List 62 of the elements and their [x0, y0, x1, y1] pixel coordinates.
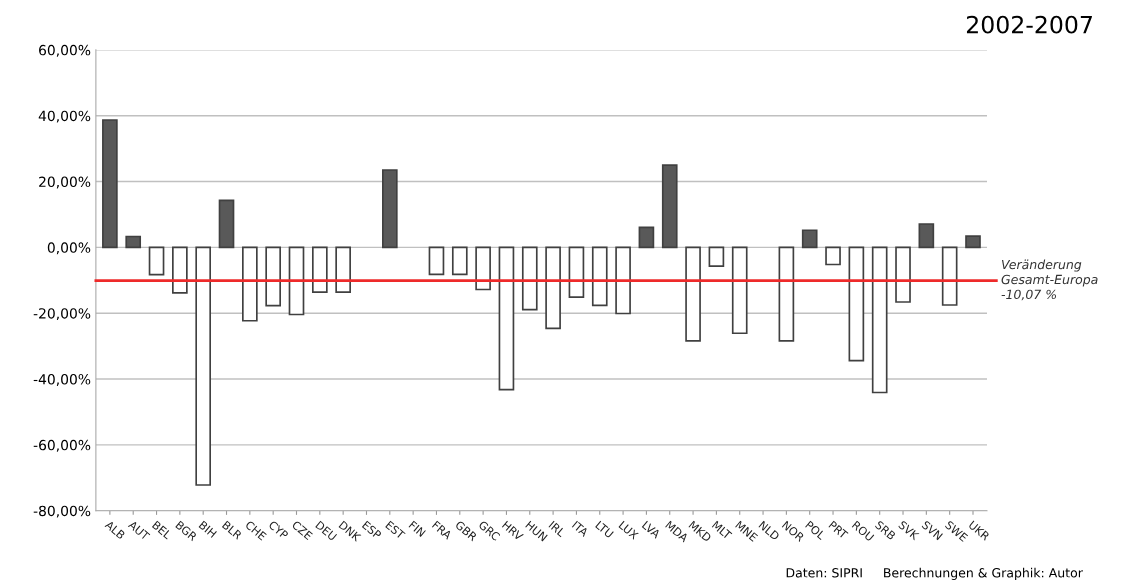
x-tick-label: EST: [385, 520, 406, 540]
bar: [731, 246, 748, 335]
x-tick-label: LTU: [595, 520, 614, 539]
bar: [825, 246, 841, 266]
bar: [195, 246, 212, 486]
bar: [661, 164, 678, 249]
y-tick-label: -40,00%: [33, 374, 91, 386]
bar: [288, 246, 305, 316]
bar: [451, 246, 468, 276]
x-tick-label: AUT: [127, 520, 151, 541]
bar: [242, 246, 258, 322]
bar: [311, 246, 328, 293]
bar: [638, 226, 655, 249]
bar: [615, 246, 631, 315]
bar: [801, 229, 818, 249]
x-tick-label: ESP: [361, 520, 382, 540]
y-tick-label: 20,00%: [39, 176, 91, 189]
bar: [895, 246, 911, 303]
bar: [335, 246, 351, 293]
x-tick-label: HRV: [501, 520, 524, 541]
x-tick-label: CYP: [268, 520, 289, 540]
x-tick-label: ITA: [571, 520, 590, 537]
bar: [685, 246, 701, 342]
x-tick-label: FIN: [408, 520, 426, 538]
bar: [848, 246, 865, 362]
bar: [778, 246, 795, 342]
y-tick-label: 60,00%: [39, 44, 91, 57]
bar: [265, 246, 282, 307]
bar: [102, 119, 118, 249]
text: Daten: SIPRI Berechnungen & Graphik: Autor: [786, 567, 1083, 580]
chart-title: 2002-2007: [966, 15, 1092, 34]
bar: [475, 246, 491, 291]
x-tick-label: BIH: [198, 520, 217, 538]
x-tick-label: ALB: [104, 520, 126, 540]
x-tick-label: IRL: [548, 520, 566, 538]
bar: [965, 235, 981, 249]
bar: [498, 246, 515, 391]
x-tick-label: NLD: [758, 520, 780, 541]
bar: [428, 246, 445, 276]
bar: [871, 246, 888, 394]
x-tick-label: BEL: [151, 520, 173, 540]
y-tick-label: -80,00%: [33, 505, 91, 518]
bar: [148, 246, 165, 276]
bar: [521, 246, 538, 311]
bar: [125, 235, 142, 249]
bar: [941, 246, 958, 306]
y-tick-label: -60,00%: [33, 439, 91, 452]
x-tick-label: LVA: [641, 520, 662, 539]
x-tick-label: PRT: [828, 520, 849, 540]
bar: [218, 199, 235, 249]
bar: [545, 246, 561, 330]
bar: [918, 223, 935, 249]
x-tick-label: MLT: [711, 520, 733, 540]
bar: [172, 246, 188, 294]
bar: [568, 246, 585, 298]
bar: [708, 246, 725, 267]
bar: [381, 169, 398, 249]
y-tick-label: 0,00%: [47, 242, 91, 255]
y-tick-label: -20,00%: [33, 308, 91, 321]
ref-line-label: Veränderung Gesamt-Europa -10,07 %: [1001, 259, 1098, 301]
bar: [591, 246, 608, 307]
y-tick-label: 40,00%: [38, 110, 91, 123]
